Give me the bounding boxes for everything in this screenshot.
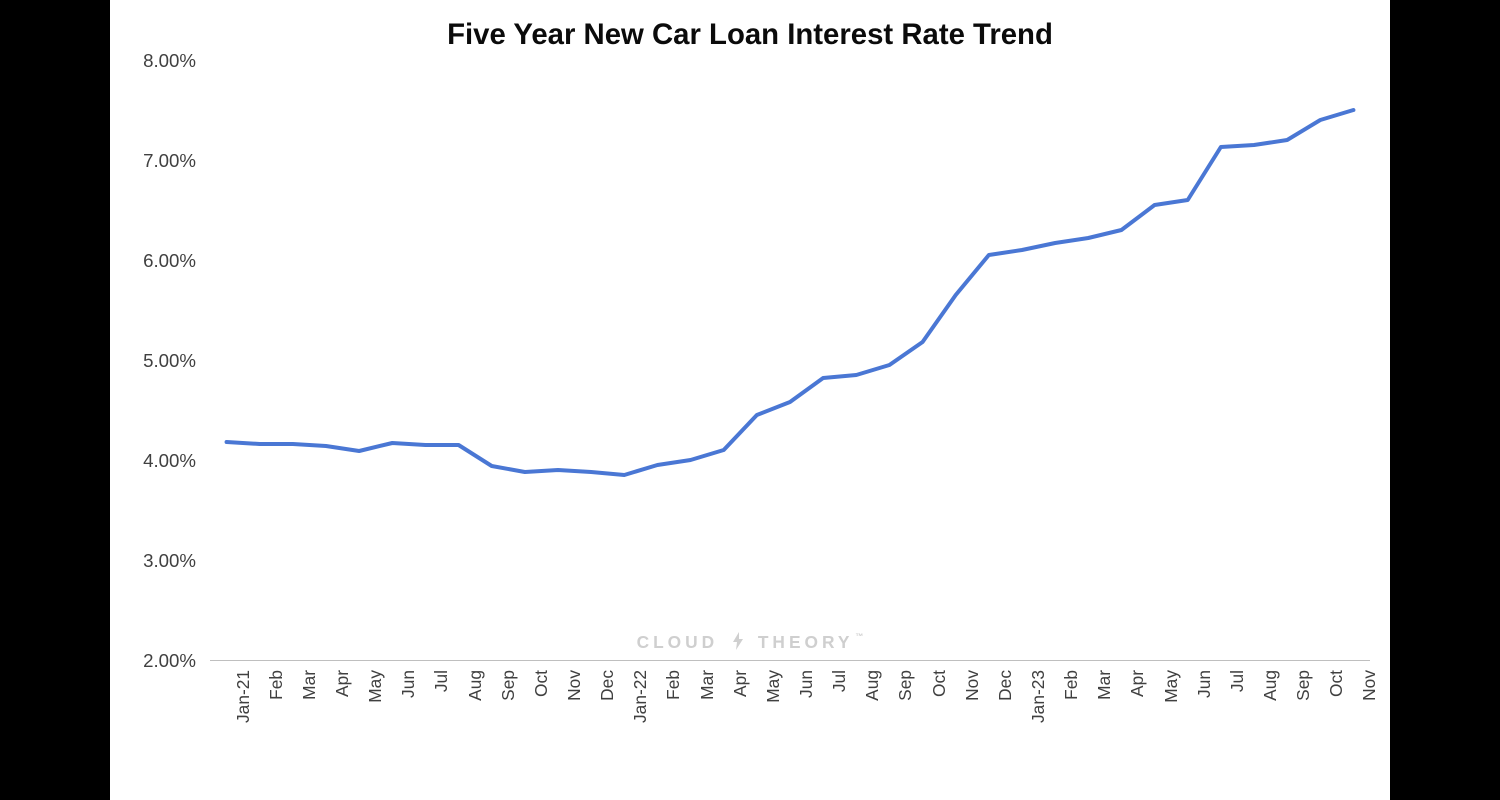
chart-panel: Five Year New Car Loan Interest Rate Tre… — [110, 0, 1390, 800]
interest-rate-line — [227, 110, 1354, 475]
watermark-cloud-theory: CLOUD THEORY™ — [110, 632, 1390, 655]
watermark-tm: ™ — [855, 632, 863, 641]
watermark-left: CLOUD — [637, 632, 719, 652]
watermark-right: THEORY — [758, 632, 854, 652]
line-chart-svg — [110, 0, 1390, 800]
lightning-bolt-icon — [731, 632, 745, 655]
